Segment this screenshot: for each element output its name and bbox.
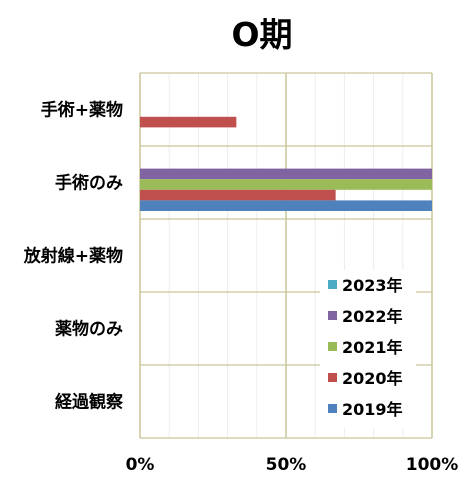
- x-tick-label: 50%: [266, 455, 307, 475]
- legend-swatch: [328, 404, 337, 413]
- bar: [140, 189, 336, 201]
- legend-label: 2021年: [342, 338, 403, 357]
- legend-swatch: [328, 342, 337, 351]
- legend: 2023年 2022年 2021年 2020年 2019年: [320, 270, 416, 428]
- legend-label: 2022年: [342, 307, 403, 326]
- legend-label: 2019年: [342, 400, 403, 419]
- category-label: 手術のみ: [55, 173, 123, 194]
- x-tick-label: 100%: [406, 455, 459, 475]
- bar: [140, 168, 432, 180]
- bar: [140, 179, 432, 190]
- legend-swatch: [328, 280, 337, 289]
- category-label: 経過観察: [55, 392, 124, 413]
- x-tick-labels: 0% 50% 100%: [126, 455, 459, 475]
- legend-swatch: [328, 311, 337, 320]
- chart-title: O期: [231, 15, 292, 54]
- bar: [140, 200, 432, 211]
- legend-swatch: [328, 373, 337, 382]
- legend-label: 2020年: [342, 369, 403, 388]
- bar: [140, 116, 237, 128]
- plot-bars: [140, 116, 432, 211]
- category-label: 放射線+薬物: [23, 246, 123, 267]
- legend-label: 2023年: [342, 276, 403, 295]
- category-label: 手術+薬物: [41, 100, 123, 121]
- category-label: 薬物のみ: [55, 319, 123, 340]
- x-tick-label: 0%: [126, 455, 155, 475]
